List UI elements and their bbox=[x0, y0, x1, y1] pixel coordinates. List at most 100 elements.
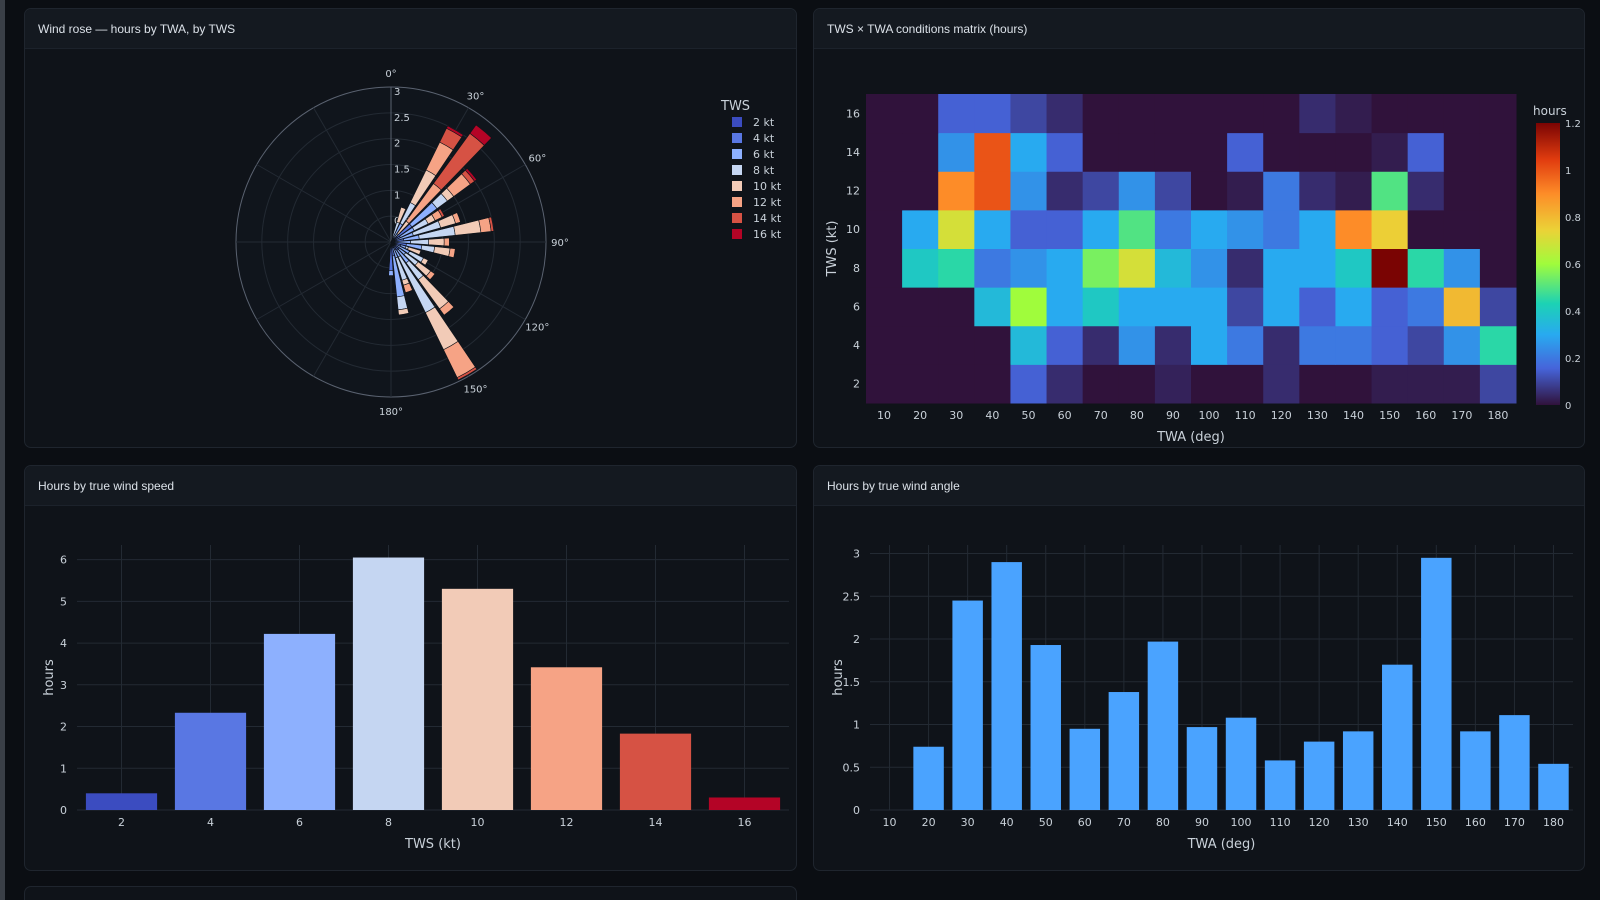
heatmap-cell bbox=[1479, 94, 1517, 134]
twa-bar-chart[interactable]: 0 0.5 1 1.5 2 2.5 3 10 20 30 40 50 60 70 80 90 100 110 120… bbox=[814, 507, 1585, 871]
heatmap-cell bbox=[1479, 364, 1517, 404]
twa-x-label: TWA (deg) bbox=[1187, 837, 1256, 852]
heatmap-x-tick: 110 bbox=[1235, 409, 1256, 422]
twa-x-tick: 150 bbox=[1426, 816, 1447, 829]
heatmap-y-tick: 4 bbox=[853, 339, 860, 352]
heatmap-cell bbox=[866, 325, 903, 365]
twa-x-tick: 120 bbox=[1309, 816, 1330, 829]
heatmap-cell bbox=[1191, 364, 1228, 404]
heatmap-cell bbox=[866, 248, 903, 288]
rose-angle-tick: 180° bbox=[379, 407, 403, 418]
rose-segment bbox=[446, 125, 464, 138]
rose-segment bbox=[456, 366, 478, 381]
tws-bar bbox=[441, 588, 514, 810]
tws-bar bbox=[263, 633, 336, 810]
heatmap-cell bbox=[902, 325, 939, 365]
twa-x-tick: 30 bbox=[961, 816, 975, 829]
heatmap-cell bbox=[1010, 248, 1048, 288]
tws-x-tick: 2 bbox=[118, 816, 125, 829]
rose-grid-spoke bbox=[256, 241, 392, 320]
rose-segment bbox=[397, 307, 410, 316]
tws-x-tick: 4 bbox=[207, 816, 214, 829]
heatmap-cell bbox=[1227, 94, 1264, 134]
heatmap-cell bbox=[902, 364, 939, 404]
twa-y-tick: 2 bbox=[853, 633, 860, 646]
rose-segment bbox=[451, 212, 461, 224]
heatmap-cell bbox=[1407, 94, 1445, 134]
rose-segment bbox=[469, 124, 492, 146]
rose-segment bbox=[425, 270, 436, 281]
heatmap-cell bbox=[1010, 287, 1048, 327]
heatmap-cell bbox=[1118, 364, 1156, 404]
heatmap-cell bbox=[938, 364, 975, 404]
rose-legend-swatch bbox=[732, 213, 742, 223]
tws-panel-title: Hours by true wind speed bbox=[25, 466, 796, 506]
tws-x-label: TWS (kt) bbox=[404, 837, 461, 852]
heatmap-cell bbox=[1191, 248, 1228, 288]
rose-legend-label: 2 kt bbox=[753, 116, 775, 129]
heatmap-x-tick: 140 bbox=[1343, 409, 1364, 422]
heatmap-cell bbox=[1191, 132, 1228, 172]
colorbar-tick: 1.2 bbox=[1565, 119, 1581, 130]
heatmap-cell bbox=[1118, 325, 1156, 365]
heatmap-cell bbox=[1154, 209, 1192, 249]
rose-segment bbox=[439, 301, 455, 316]
heatmap-cell bbox=[866, 171, 903, 211]
heatmap-cell bbox=[1299, 325, 1336, 365]
heatmap-x-tick: 40 bbox=[985, 409, 999, 422]
twa-bar bbox=[1538, 763, 1569, 810]
heatmap-x-tick: 100 bbox=[1199, 409, 1220, 422]
heatmap-x-label: TWA (deg) bbox=[1156, 430, 1225, 445]
heatmap-panel: TWS × TWA conditions matrix (hours) 10 20… bbox=[813, 8, 1585, 448]
heatmap-cell bbox=[1335, 287, 1373, 327]
heatmap-cell bbox=[1154, 287, 1192, 327]
heatmap-cell bbox=[974, 287, 1011, 327]
heatmap-cell bbox=[1335, 325, 1373, 365]
heatmap-cell bbox=[1371, 364, 1409, 404]
heatmap-cell bbox=[1263, 171, 1300, 211]
heatmap-y-tick: 14 bbox=[846, 146, 860, 159]
heatmap-cell bbox=[938, 132, 975, 172]
colorbar-tick: 0 bbox=[1565, 401, 1571, 412]
tws-y-tick: 0 bbox=[60, 804, 67, 817]
heatmap-y-tick: 6 bbox=[853, 300, 860, 313]
heatmap-cell bbox=[1335, 94, 1373, 134]
heatmap-cell bbox=[1118, 209, 1156, 249]
rose-legend-swatch bbox=[732, 181, 742, 191]
heatmap-cell bbox=[1082, 325, 1120, 365]
rose-legend-swatch bbox=[732, 197, 742, 207]
heatmap-cell bbox=[938, 209, 975, 249]
twa-y-tick: 2.5 bbox=[843, 590, 861, 603]
heatmap-cell bbox=[902, 248, 939, 288]
rose-legend-title: TWS bbox=[720, 99, 750, 114]
heatmap-x-tick: 130 bbox=[1307, 409, 1328, 422]
twa-x-tick: 50 bbox=[1039, 816, 1053, 829]
heatmap-cell bbox=[1263, 248, 1300, 288]
twa-bar bbox=[1460, 731, 1491, 810]
conditions-heatmap-chart[interactable]: 10 20 30 40 50 60 70 80 90 100 110 120 130 140 150 160 1… bbox=[814, 50, 1585, 448]
heatmap-cell bbox=[974, 171, 1011, 211]
heatmap-cell bbox=[902, 94, 939, 134]
rose-segment bbox=[448, 247, 456, 258]
rose-legend-swatch bbox=[732, 117, 742, 127]
twa-panel-title: Hours by true wind angle bbox=[814, 466, 1584, 506]
heatmap-x-tick: 60 bbox=[1058, 409, 1072, 422]
heatmap-cell bbox=[1191, 287, 1228, 327]
wind-rose-chart[interactable]: 0°30°60°90°120°150°180°00.511.522.53TWS2… bbox=[25, 50, 797, 448]
heatmap-cell bbox=[1118, 94, 1156, 134]
tws-y-tick: 4 bbox=[60, 637, 67, 650]
heatmap-cell bbox=[1118, 287, 1156, 327]
heatmap-cell bbox=[1046, 248, 1084, 288]
heatmap-cell bbox=[938, 171, 975, 211]
heatmap-cell bbox=[1046, 94, 1084, 134]
colorbar-tick: 0.6 bbox=[1565, 260, 1581, 271]
heatmap-cell bbox=[938, 287, 975, 327]
heatmap-cell bbox=[902, 287, 939, 327]
twa-bar bbox=[1108, 692, 1140, 810]
heatmap-cell bbox=[1479, 132, 1517, 172]
heatmap-cell bbox=[974, 132, 1011, 172]
tws-y-tick: 5 bbox=[60, 595, 67, 608]
heatmap-cell bbox=[1082, 132, 1120, 172]
tws-bar bbox=[352, 557, 425, 810]
